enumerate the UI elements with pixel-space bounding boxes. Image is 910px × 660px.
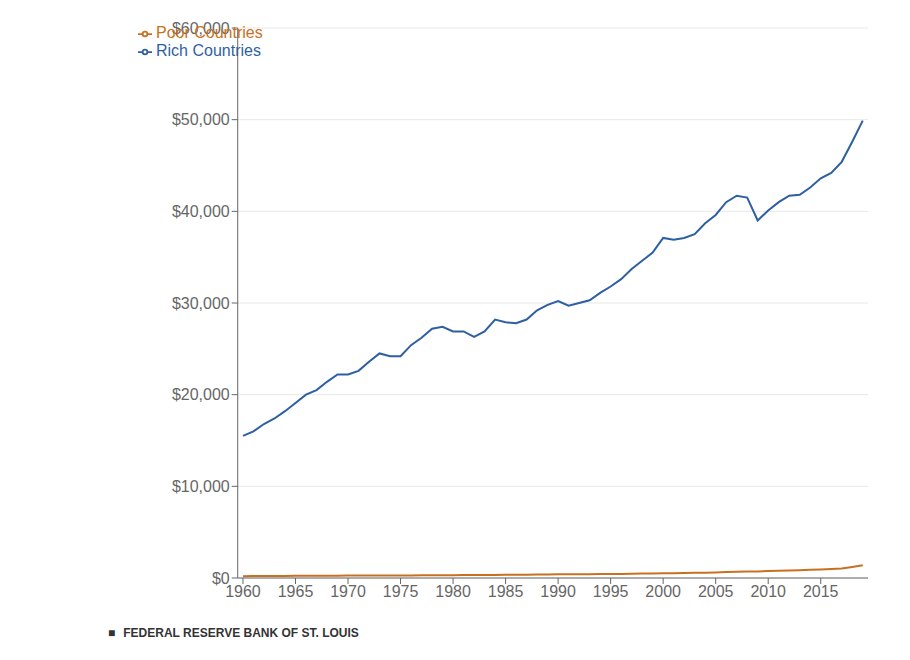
svg-text:1970: 1970 <box>330 583 366 600</box>
svg-text:1995: 1995 <box>593 583 629 600</box>
svg-text:$50,000: $50,000 <box>172 111 230 128</box>
svg-text:$20,000: $20,000 <box>172 386 230 403</box>
svg-text:2010: 2010 <box>750 583 786 600</box>
svg-text:1985: 1985 <box>488 583 524 600</box>
svg-text:1980: 1980 <box>435 583 471 600</box>
svg-text:$60,000: $60,000 <box>172 20 230 37</box>
svg-text:$10,000: $10,000 <box>172 478 230 495</box>
svg-text:1990: 1990 <box>540 583 576 600</box>
svg-text:2000: 2000 <box>645 583 681 600</box>
svg-text:$30,000: $30,000 <box>172 295 230 312</box>
svg-text:2015: 2015 <box>803 583 839 600</box>
svg-text:1960: 1960 <box>225 583 261 600</box>
svg-text:1965: 1965 <box>278 583 314 600</box>
svg-text:$40,000: $40,000 <box>172 203 230 220</box>
svg-text:2005: 2005 <box>698 583 734 600</box>
svg-text:$0: $0 <box>212 570 230 587</box>
svg-text:1975: 1975 <box>383 583 419 600</box>
